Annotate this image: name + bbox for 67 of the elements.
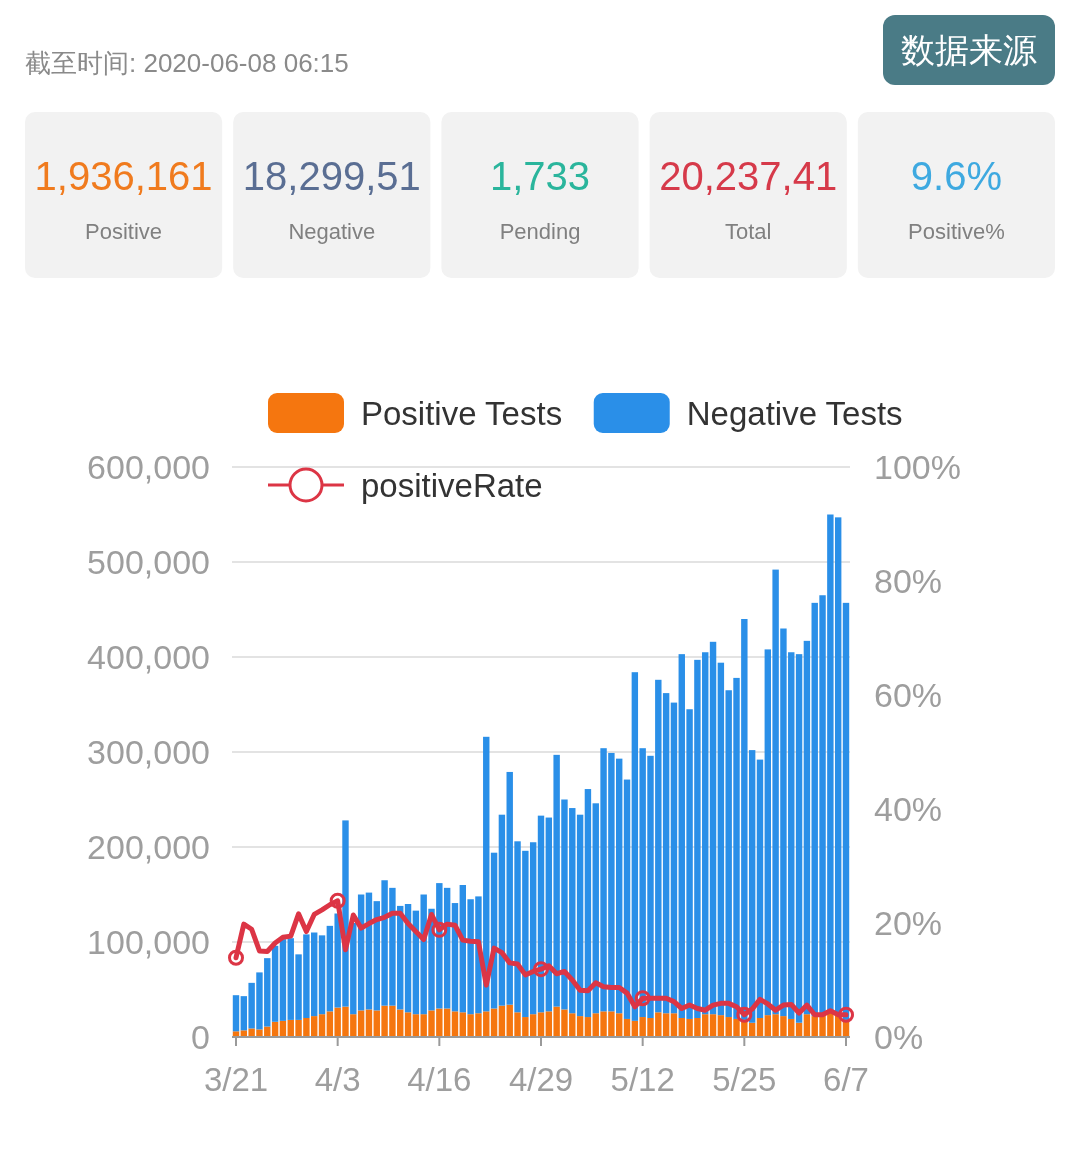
y2-tick-label: 100% [874,448,961,486]
category-label: Positive% [908,218,1005,244]
bar [803,640,811,1015]
point [533,961,549,978]
point [634,990,651,1007]
x-tick-label: 5/12 [610,1060,675,1098]
text: 18,299,51 [242,154,421,198]
x-tick-label: 3/21 [203,1060,269,1098]
legend-label: Positive Tests [361,394,563,432]
bar [404,1012,412,1037]
category-label: Total [724,218,772,244]
x-tick-label: 4/16 [407,1060,472,1098]
point [228,949,244,966]
y2-tick-label: 80% [874,562,943,600]
category-label: Negative [288,218,376,244]
bar [670,1013,678,1037]
text: 20,237,41 [659,154,838,198]
bar [756,759,764,1018]
y-tick-label: 100,000 [87,923,210,961]
y-tick-label: 0 [191,1018,210,1056]
bar [365,1009,373,1037]
y2-tick-label: 40% [874,790,943,828]
bar [498,1005,506,1037]
bar [842,602,850,1020]
text: 1,936,161 [34,154,213,198]
bar [795,654,803,1023]
y-tick-label: 300,000 [87,733,210,771]
x-tick-label: 4/29 [508,1060,574,1098]
y-tick-label: 400,000 [87,638,210,676]
text: 数据来源 [901,31,1037,69]
bar [803,1014,811,1037]
bar [232,995,240,1032]
bar [576,814,584,1017]
legend-label: positiveRate [361,466,543,504]
bar [623,779,631,1019]
x-tick-label: 5/25 [712,1060,777,1098]
bar [279,939,287,1021]
bar [670,702,678,1014]
legend-label: Negative Tests [686,394,903,432]
point [329,892,346,909]
point [431,921,448,938]
bar [271,945,279,1022]
bar [709,641,717,1015]
y2-tick-label: 60% [874,676,943,714]
point [736,1006,753,1023]
x-tick-label: 4/3 [314,1060,361,1098]
text: 1,733 [489,154,591,198]
category-label: Pending [499,218,581,244]
bar [576,1016,584,1037]
y2-tick-label: 0% [874,1018,924,1056]
y-tick-label: 600,000 [87,448,210,486]
point [838,1006,854,1023]
y-tick-label: 500,000 [87,543,210,581]
bar [584,789,592,1018]
bar [318,935,326,1015]
bar [537,1012,545,1037]
bar [498,814,506,1006]
y-tick-label: 200,000 [87,828,210,866]
category-label: Positive [85,218,163,244]
button[interactable] [883,15,1055,85]
bar [451,1011,459,1037]
text: 9.6% [910,154,1002,198]
y2-tick-label: 20% [874,904,943,942]
bar [318,1014,326,1037]
bar [709,1014,717,1037]
x-tick-label: 6/7 [823,1060,869,1098]
text: 截至时间: 2020-06-08 06:15 [25,48,349,78]
